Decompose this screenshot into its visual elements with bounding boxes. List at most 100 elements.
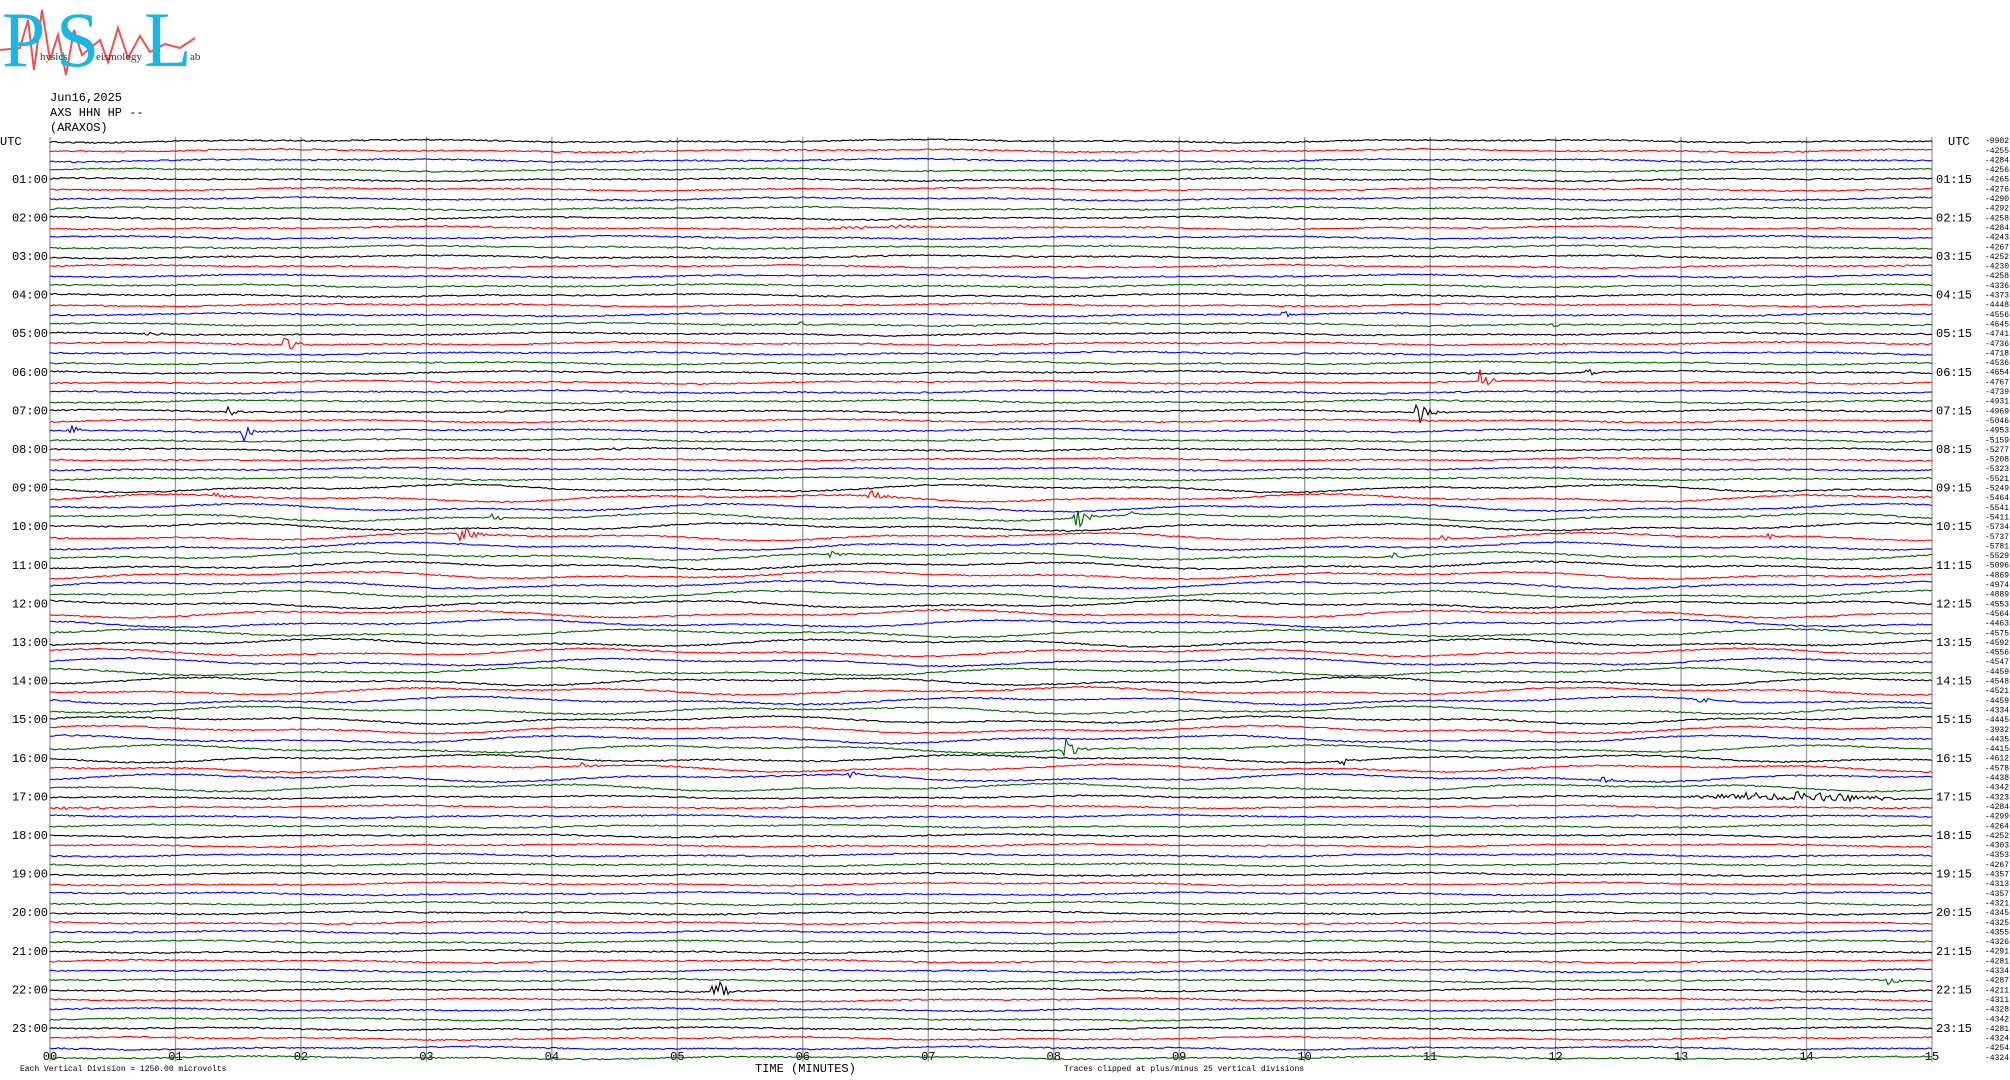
trace-offset: -4592 [1985,639,2009,648]
trace-offset: -4328 [1985,1006,2009,1015]
minute-label: 09 [1172,1050,1186,1064]
trace [49,446,1933,453]
logo-word: eismology [96,51,142,63]
trace [49,666,1933,677]
trace-offset: -4284 [1985,156,2009,165]
trace-offset: -4357 [1985,890,2009,899]
trace [49,861,1933,868]
scale-note: Each Vertical Division = 1250.00 microvo… [20,1065,227,1074]
trace [49,224,1933,231]
trace [49,881,1933,887]
hour-label-right: 19:15 [1936,868,1972,882]
logo-word: hysics [40,51,68,63]
trace [49,389,1933,395]
trace [49,628,1933,639]
trace [49,968,1933,974]
trace-offset: -4323 [1985,793,2009,802]
hour-label-right: 21:15 [1936,945,1972,959]
trace [49,418,1933,424]
trace [49,157,1933,164]
hour-label-left: 09:00 [12,482,48,496]
trace-offset: -4299 [1985,813,2009,822]
trace-offset: -5096 [1985,562,2009,571]
trace-offset: -4265 [1985,176,2009,185]
trace [49,138,1933,144]
trace [49,302,1933,308]
trace [49,599,1933,610]
trace [49,753,1933,767]
trace-offset: -4415 [1985,745,2009,754]
trace [49,813,1933,820]
trace [49,321,1933,328]
hour-label-right: 04:15 [1936,289,1972,303]
trace-offset: -4741 [1985,330,2009,339]
hour-label-left: 22:00 [12,983,48,997]
hour-label-right: 22:15 [1936,983,1972,997]
minute-label: 04 [545,1050,559,1064]
trace-offset: -4258 [1985,214,2009,223]
trace-offset: -5529 [1985,552,2009,561]
trace-offset: -4292 [1985,205,2009,214]
trace-offset: -5277 [1985,446,2009,455]
trace [49,647,1933,658]
trace [49,980,1933,996]
trace [49,476,1933,482]
trace [49,833,1933,839]
trace-offset: -4342 [1985,784,2009,793]
trace [49,550,1933,561]
trace [49,215,1933,222]
trace-offset: -4256 [1985,166,2009,175]
trace [49,736,1933,757]
hour-label-left: 18:00 [12,829,48,843]
trace [49,403,1933,424]
trace-offset: -3932 [1985,726,2009,735]
trace [49,521,1933,533]
trace-offset: -4313 [1985,880,2009,889]
trace-offset: -4459 [1985,668,2009,677]
hour-label-left: 23:00 [12,1022,48,1036]
trace-offset: -4463 [1985,620,2009,629]
trace [49,608,1933,619]
hour-label-left: 06:00 [12,366,48,380]
trace-offset: -5541 [1985,504,2009,513]
hour-label-left: 04:00 [12,289,48,303]
trace [49,842,1933,849]
trace-offset: -4211 [1985,986,2009,995]
hour-label-right: 01:15 [1936,173,1972,187]
hour-label-right: 11:15 [1936,559,1972,573]
trace-offset: -4264 [1985,822,2009,831]
hour-label-left: 03:00 [12,250,48,264]
trace-offset: -5159 [1985,436,2009,445]
trace [49,997,1933,1003]
trace-offset: -4324 [1985,1035,2009,1044]
trace-offset: -4276 [1985,185,2009,194]
logo-letter: L [144,0,192,83]
trace-offset: -4252 [1985,253,2009,262]
traces [49,138,1933,1061]
trace-offset: -4575 [1985,629,2009,638]
trace [49,771,1933,784]
trace-offset: -4767 [1985,378,2009,387]
trace [49,618,1933,629]
hour-label-right: 08:15 [1936,443,1972,457]
hour-label-left: 01:00 [12,173,48,187]
trace-offset: -4739 [1985,388,2009,397]
station: AXS HHN HP -- [50,106,144,120]
trace [49,804,1933,811]
trace-offset: -9902 [1985,137,2009,146]
trace-offset: -4345 [1985,909,2009,918]
hour-label-left: 13:00 [12,636,48,650]
trace [50,360,1933,366]
trace-offset: -4284 [1985,224,2009,233]
trace-offset: -4267 [1985,243,2009,252]
trace-offset: -4718 [1985,349,2009,358]
trace-offset: -4342 [1985,1015,2009,1024]
utc-right: UTC [1948,135,1970,149]
trace-offset: -5411 [1985,513,2009,522]
trace [49,948,1933,955]
trace [49,310,1933,318]
trace [49,790,1933,803]
trace-offset: -4736 [1985,340,2009,349]
minute-label: 00 [43,1050,57,1064]
